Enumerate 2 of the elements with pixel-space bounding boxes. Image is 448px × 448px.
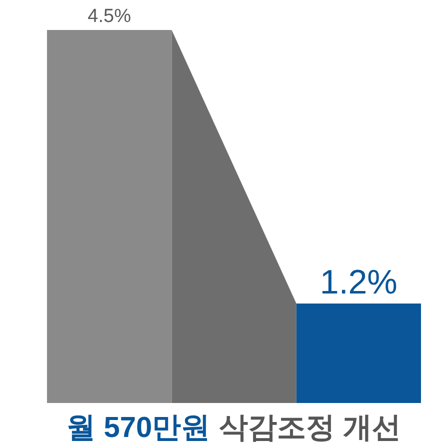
caption: 월 570만원 [66, 412, 210, 444]
caption: 삭감조정 개선 [219, 412, 402, 444]
